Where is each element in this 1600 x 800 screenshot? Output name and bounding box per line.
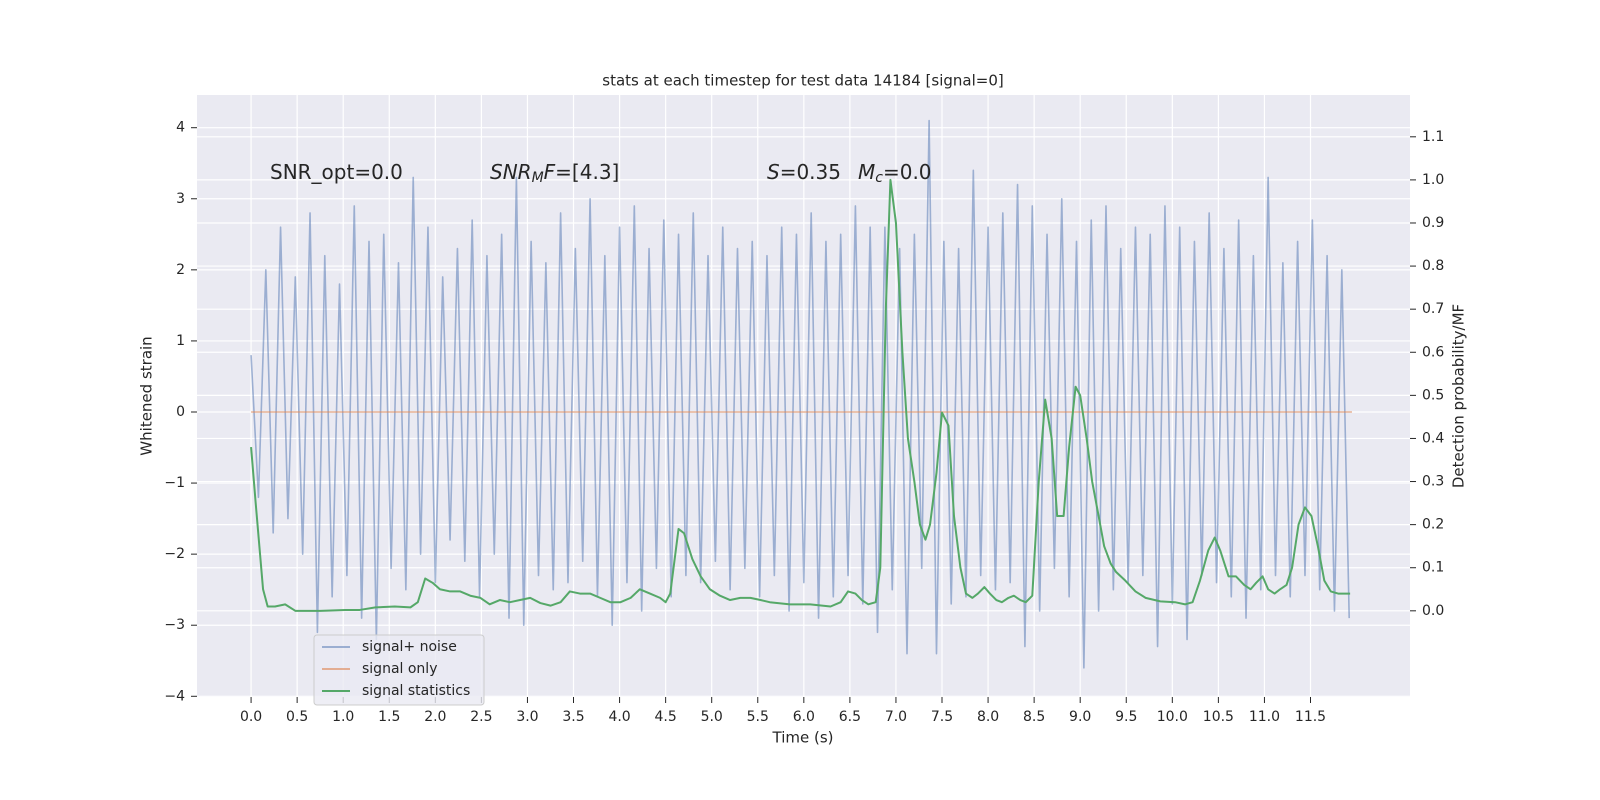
x-tick-label: 1.5 (378, 709, 400, 725)
x-axis-label: Time (s) (772, 729, 834, 747)
annotation-part: S (767, 160, 780, 184)
y2-tick-label: 0.7 (1422, 301, 1444, 317)
y-tick-label: 2 (176, 262, 185, 278)
legend-label: signal statistics (362, 683, 470, 699)
legend-box (313, 634, 485, 706)
x-tick-label: 4.0 (608, 709, 630, 725)
y-tick-label: 3 (176, 191, 185, 207)
y2-tick-label: 0.2 (1422, 517, 1444, 533)
x-tick-label: 11.0 (1249, 709, 1280, 725)
y2-axis-label: Detection probability/MF (1450, 304, 1468, 488)
annotation-part: SNR_opt=0.0 (270, 160, 403, 184)
x-tick-label: 2.0 (424, 709, 446, 725)
x-tick-label: 5.5 (747, 709, 769, 725)
x-tick-label: 1.0 (332, 709, 354, 725)
y-tick-label: −1 (164, 475, 185, 491)
annotation-part: =[4.3] (555, 160, 619, 184)
x-tick-label: 8.0 (977, 709, 999, 725)
y2-tick-label: 0.6 (1422, 344, 1444, 360)
series-line (250, 178, 1351, 612)
annotation-part: F (544, 160, 556, 184)
y2-tick-label: 0.0 (1422, 603, 1444, 619)
y2-tick-label: 0.3 (1422, 474, 1444, 490)
x-tick-label: 0.5 (286, 709, 308, 725)
x-tick-label: 2.5 (470, 709, 492, 725)
x-tick-label: 9.5 (1115, 709, 1137, 725)
annotation-part: SNR (490, 160, 532, 184)
y2-tick-label: 1.1 (1422, 129, 1444, 145)
x-tick-label: 3.0 (516, 709, 538, 725)
y2-tick-label: 0.5 (1422, 387, 1444, 403)
y-tick-label: −4 (164, 688, 185, 704)
annotation-part: =0.0 (883, 160, 932, 184)
x-tick-label: 11.5 (1295, 709, 1326, 725)
y2-tick-label: 0.4 (1422, 430, 1444, 446)
y-tick-label: −3 (164, 617, 185, 633)
x-tick-label: 9.0 (1069, 709, 1091, 725)
y2-tick-label: 0.1 (1422, 560, 1444, 576)
x-tick-label: 7.0 (885, 709, 907, 725)
annotation: S=0.35 (767, 160, 841, 184)
x-tick-label: 7.5 (931, 709, 953, 725)
y-tick-label: −2 (164, 546, 185, 562)
legend-label: signal+ noise (362, 639, 457, 655)
annotation-part: c (875, 170, 883, 186)
x-tick-label: 6.0 (793, 709, 815, 725)
legend-label: signal only (362, 661, 437, 677)
y-tick-label: 4 (176, 120, 185, 136)
annotation-part: M (858, 160, 875, 184)
y2-tick-label: 1.0 (1422, 172, 1444, 188)
y-axis-label: Whitened strain (138, 336, 156, 455)
y-tick-label: 0 (176, 404, 185, 420)
x-tick-label: 3.5 (562, 709, 584, 725)
x-tick-label: 10.0 (1157, 709, 1188, 725)
annotation-part: M (532, 170, 544, 186)
annotation: SNRMF=[4.3] (490, 160, 619, 187)
annotation: SNR_opt=0.0 (270, 160, 403, 184)
x-tick-label: 4.5 (655, 709, 677, 725)
x-tick-label: 10.5 (1203, 709, 1234, 725)
x-tick-label: 8.5 (1023, 709, 1045, 725)
series-line (250, 119, 1350, 669)
chart-title: stats at each timestep for test data 141… (602, 72, 1003, 90)
x-tick-label: 0.0 (240, 709, 262, 725)
y2-tick-label: 0.9 (1422, 215, 1444, 231)
y-tick-label: 1 (176, 333, 185, 349)
x-tick-label: 6.5 (839, 709, 861, 725)
annotation: Mc=0.0 (858, 160, 932, 187)
x-tick-label: 5.0 (701, 709, 723, 725)
y2-tick-label: 0.8 (1422, 258, 1444, 274)
annotation-part: =0.35 (780, 160, 841, 184)
